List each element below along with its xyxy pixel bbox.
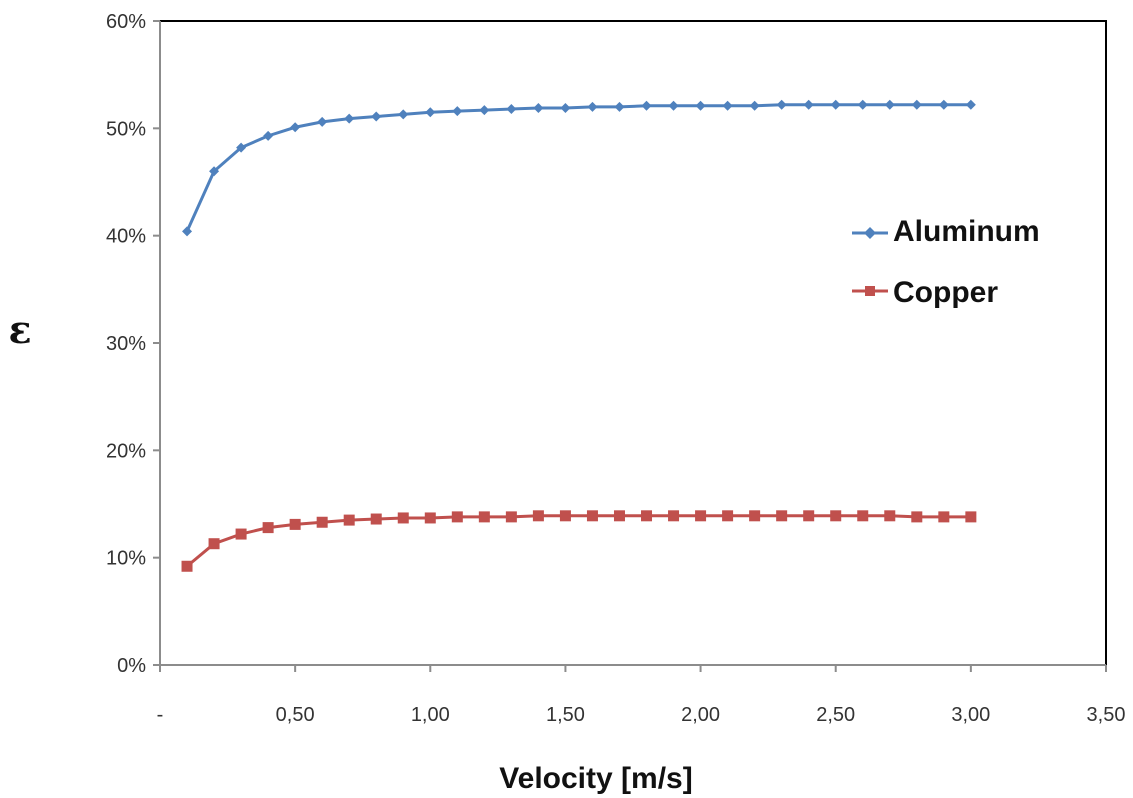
data-point-aluminum: [938, 99, 949, 110]
data-point-copper: [208, 538, 220, 550]
y-tick-label: 50%: [106, 118, 146, 140]
legend-item-copper: Copper: [852, 276, 998, 309]
data-point-aluminum: [533, 102, 544, 113]
data-point-copper: [235, 528, 247, 540]
y-tick-label: 30%: [106, 333, 146, 355]
data-point-copper: [613, 510, 625, 522]
data-point-aluminum: [317, 116, 328, 127]
data-point-copper: [343, 514, 355, 526]
x-tick-label: 1,50: [546, 704, 585, 726]
data-point-aluminum: [209, 166, 220, 177]
data-point-copper: [532, 510, 544, 522]
x-tick-label: 1,00: [411, 704, 450, 726]
x-tick-label: 2,00: [681, 704, 720, 726]
data-point-aluminum: [479, 105, 490, 116]
x-axis-title: Velocity [m/s]: [499, 762, 692, 795]
data-point-aluminum: [857, 99, 868, 110]
data-point-copper: [749, 510, 761, 522]
data-point-aluminum: [398, 109, 409, 120]
data-point-copper: [478, 511, 490, 523]
data-point-aluminum: [425, 107, 436, 118]
data-point-aluminum: [641, 100, 652, 111]
data-point-aluminum: [371, 111, 382, 122]
y-tick-label: 60%: [106, 11, 146, 33]
data-point-aluminum: [668, 100, 679, 111]
data-point-copper: [451, 511, 463, 523]
data-point-copper: [505, 511, 517, 523]
data-point-copper: [722, 510, 734, 522]
data-point-copper: [397, 512, 409, 524]
y-axis-title: ε: [8, 307, 31, 352]
y-axis-ticks: 0% 10% 20% 30% 40% 50% 60%: [106, 11, 160, 677]
data-point-aluminum: [182, 226, 193, 237]
data-point-aluminum: [884, 99, 895, 110]
y-tick-label: 40%: [106, 226, 146, 248]
x-tick-label: 3,50: [1087, 704, 1126, 726]
data-point-copper: [695, 510, 707, 522]
legend-marker-copper: [865, 286, 875, 296]
x-tick-label: 0,50: [276, 704, 315, 726]
legend-item-aluminum: Aluminum: [852, 215, 1040, 248]
data-point-copper: [965, 511, 977, 523]
series-layer: [181, 99, 977, 572]
data-point-copper: [830, 510, 842, 522]
data-point-aluminum: [830, 99, 841, 110]
data-point-copper: [586, 510, 598, 522]
data-point-aluminum: [587, 101, 598, 112]
x-axis-ticks: - 0,50 1,00 1,50 2,00 2,50 3,00 3,50: [157, 665, 1126, 726]
data-point-copper: [668, 510, 680, 522]
data-point-copper: [289, 518, 301, 530]
data-point-aluminum: [263, 130, 274, 141]
data-point-copper: [776, 510, 788, 522]
data-point-aluminum: [614, 101, 625, 112]
series-copper: [181, 510, 977, 572]
legend-label-copper: Copper: [893, 276, 998, 309]
data-point-copper: [181, 560, 193, 572]
series-aluminum: [182, 99, 976, 237]
data-point-aluminum: [560, 102, 571, 113]
y-tick-label: 10%: [106, 548, 146, 570]
legend-marker-aluminum: [864, 227, 876, 239]
y-tick-label: 20%: [106, 440, 146, 462]
data-point-aluminum: [803, 99, 814, 110]
legend-label-aluminum: Aluminum: [893, 215, 1040, 248]
data-point-copper: [911, 511, 923, 523]
data-point-aluminum: [749, 100, 760, 111]
x-tick-label: 2,50: [816, 704, 855, 726]
legend: Aluminum Copper: [852, 215, 1040, 309]
data-point-copper: [884, 510, 896, 522]
y-tick-label: 0%: [117, 655, 146, 677]
data-point-aluminum: [722, 100, 733, 111]
data-point-aluminum: [290, 122, 301, 133]
data-point-copper: [370, 513, 382, 525]
data-point-aluminum: [965, 99, 976, 110]
data-point-copper: [559, 510, 571, 522]
data-point-aluminum: [506, 104, 517, 115]
data-point-aluminum: [911, 99, 922, 110]
x-tick-label: -: [157, 704, 164, 726]
data-point-copper: [316, 516, 328, 528]
data-point-copper: [641, 510, 653, 522]
data-point-copper: [424, 512, 436, 524]
data-point-aluminum: [695, 100, 706, 111]
data-point-copper: [262, 522, 274, 534]
x-tick-label: 3,00: [951, 704, 990, 726]
data-point-aluminum: [344, 113, 355, 124]
plot-area: [159, 20, 1107, 666]
data-point-copper: [857, 510, 869, 522]
data-point-aluminum: [236, 142, 247, 153]
data-point-copper: [803, 510, 815, 522]
data-point-aluminum: [452, 106, 463, 117]
data-point-copper: [938, 511, 950, 523]
data-point-aluminum: [776, 99, 787, 110]
